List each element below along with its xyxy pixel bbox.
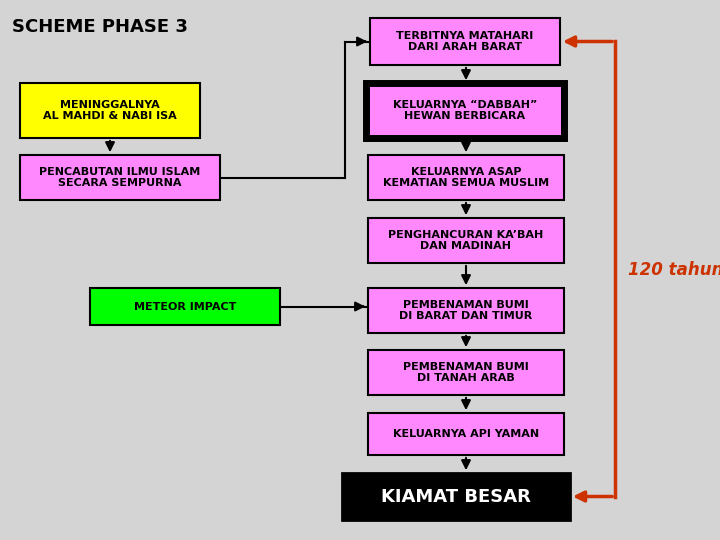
FancyBboxPatch shape [20, 155, 220, 200]
Text: KELUARNYA “DABBAH”
HEWAN BERBICARA: KELUARNYA “DABBAH” HEWAN BERBICARA [393, 100, 537, 122]
Text: KELUARNYA API YAMAN: KELUARNYA API YAMAN [393, 429, 539, 439]
FancyBboxPatch shape [368, 288, 564, 333]
FancyBboxPatch shape [342, 473, 570, 520]
FancyBboxPatch shape [366, 83, 564, 138]
Text: 120 tahun: 120 tahun [628, 261, 720, 279]
FancyBboxPatch shape [20, 83, 200, 138]
Text: METEOR IMPACT: METEOR IMPACT [134, 301, 236, 312]
Text: PEMBENAMAN BUMI
DI TANAH ARAB: PEMBENAMAN BUMI DI TANAH ARAB [403, 362, 529, 383]
Text: KELUARNYA ASAP
KEMATIAN SEMUA MUSLIM: KELUARNYA ASAP KEMATIAN SEMUA MUSLIM [383, 167, 549, 188]
Text: PEMBENAMAN BUMI
DI BARAT DAN TIMUR: PEMBENAMAN BUMI DI BARAT DAN TIMUR [400, 300, 533, 321]
Text: PENCABUTAN ILMU ISLAM
SECARA SEMPURNA: PENCABUTAN ILMU ISLAM SECARA SEMPURNA [40, 167, 201, 188]
FancyBboxPatch shape [368, 218, 564, 263]
Text: TERBITNYA MATAHARI
DARI ARAH BARAT: TERBITNYA MATAHARI DARI ARAH BARAT [397, 31, 534, 52]
FancyBboxPatch shape [368, 155, 564, 200]
Text: PENGHANCURAN KA’BAH
DAN MADINAH: PENGHANCURAN KA’BAH DAN MADINAH [388, 230, 544, 251]
Text: KIAMAT BESAR: KIAMAT BESAR [381, 488, 531, 505]
Text: MENINGGALNYA
AL MAHDI & NABI ISA: MENINGGALNYA AL MAHDI & NABI ISA [43, 100, 177, 122]
FancyBboxPatch shape [368, 413, 564, 455]
FancyBboxPatch shape [370, 18, 560, 65]
FancyBboxPatch shape [90, 288, 280, 325]
FancyBboxPatch shape [368, 350, 564, 395]
Text: SCHEME PHASE 3: SCHEME PHASE 3 [12, 18, 188, 36]
